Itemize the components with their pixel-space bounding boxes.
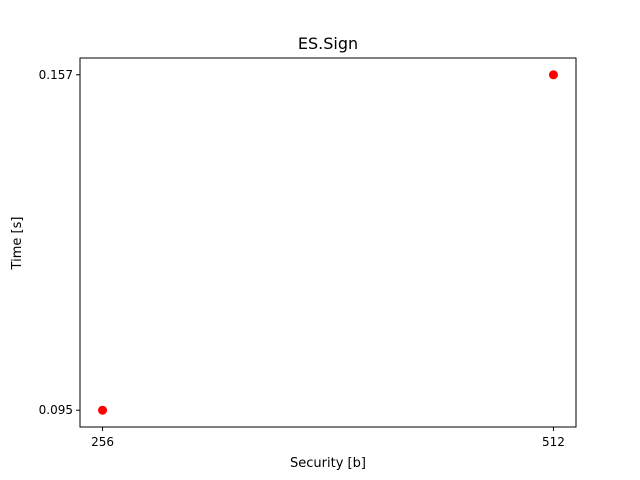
x-tick-label: 512 bbox=[542, 435, 565, 449]
x-tick-label: 256 bbox=[91, 435, 114, 449]
x-axis-label: Security [b] bbox=[290, 456, 366, 471]
plot-area bbox=[79, 57, 577, 428]
data-point bbox=[98, 405, 108, 415]
data-point bbox=[548, 70, 558, 80]
x-axis: 256 512 bbox=[91, 427, 565, 449]
chart-title: ES.Sign bbox=[298, 34, 358, 53]
y-axis: 0.095 0.157 bbox=[39, 68, 80, 417]
y-tick-label: 0.157 bbox=[39, 68, 73, 82]
y-axis-label: Time [s] bbox=[10, 217, 25, 271]
y-tick-label: 0.095 bbox=[39, 403, 73, 417]
data-series bbox=[98, 70, 558, 415]
